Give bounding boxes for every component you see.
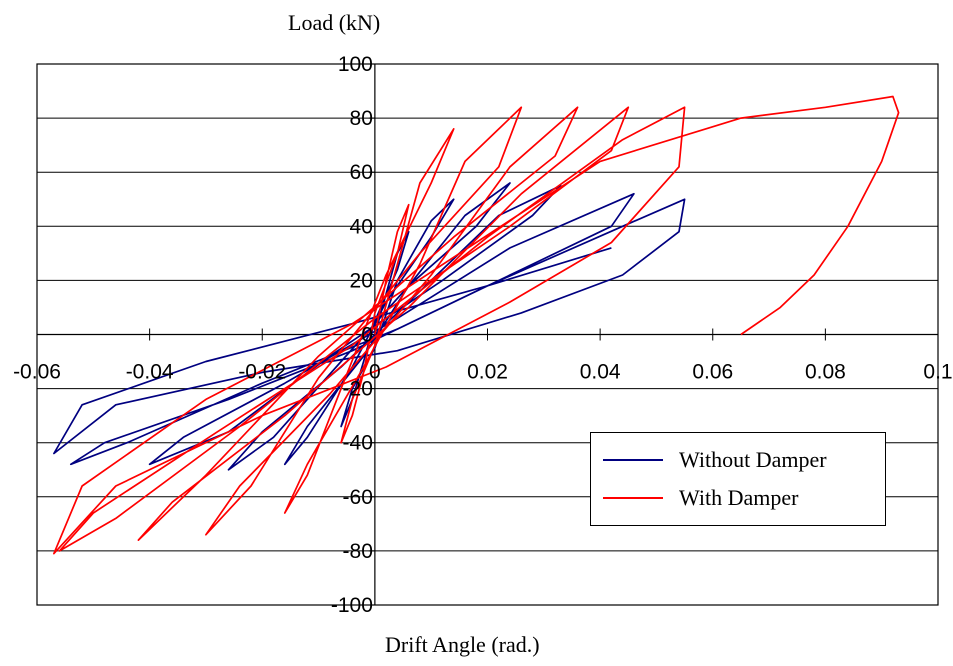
- y-tick-label-8: 60: [350, 161, 373, 184]
- x-tick-label-7: 0.08: [805, 361, 846, 384]
- x-axis-label: Drift Angle (rad.): [385, 632, 540, 657]
- y-tick-label-2: -60: [343, 486, 373, 509]
- x-tick-label-6: 0.06: [692, 361, 733, 384]
- y-tick-label-3: -40: [343, 432, 373, 455]
- y-tick-label-0: -100: [331, 594, 373, 617]
- x-tick-label-8: 0.1: [923, 361, 952, 384]
- y-tick-label-1: -80: [343, 540, 373, 563]
- x-tick-label-5: 0.04: [580, 361, 621, 384]
- y-tick-label-9: 80: [350, 107, 373, 130]
- x-tick-label-2: -0.02: [238, 361, 286, 384]
- y-tick-label-10: 100: [338, 53, 373, 76]
- legend-swatch-without-damper: [603, 459, 663, 461]
- x-tick-label-1: -0.04: [126, 361, 174, 384]
- y-tick-label-7: 40: [350, 215, 373, 238]
- series-line-1: [53, 95, 900, 555]
- y-tick-label-6: 20: [350, 269, 373, 292]
- legend: Without Damper With Damper: [590, 432, 886, 526]
- legend-label-with-damper: With Damper: [679, 485, 799, 510]
- legend-label-without-damper: Without Damper: [679, 447, 827, 472]
- y-axis-label: Load (kN): [288, 10, 381, 35]
- x-tick-label-0: -0.06: [13, 361, 61, 384]
- y-tick-label-4: -20: [343, 378, 373, 401]
- legend-swatch-with-damper: [603, 497, 663, 499]
- x-tick-label-4: 0.02: [467, 361, 508, 384]
- x-tick-label-3: 0: [369, 361, 381, 384]
- series-line-0: [53, 182, 686, 471]
- y-tick-label-5: 0: [361, 324, 373, 347]
- legend-item-without-damper: Without Damper: [603, 445, 827, 475]
- legend-item-with-damper: With Damper: [603, 483, 798, 513]
